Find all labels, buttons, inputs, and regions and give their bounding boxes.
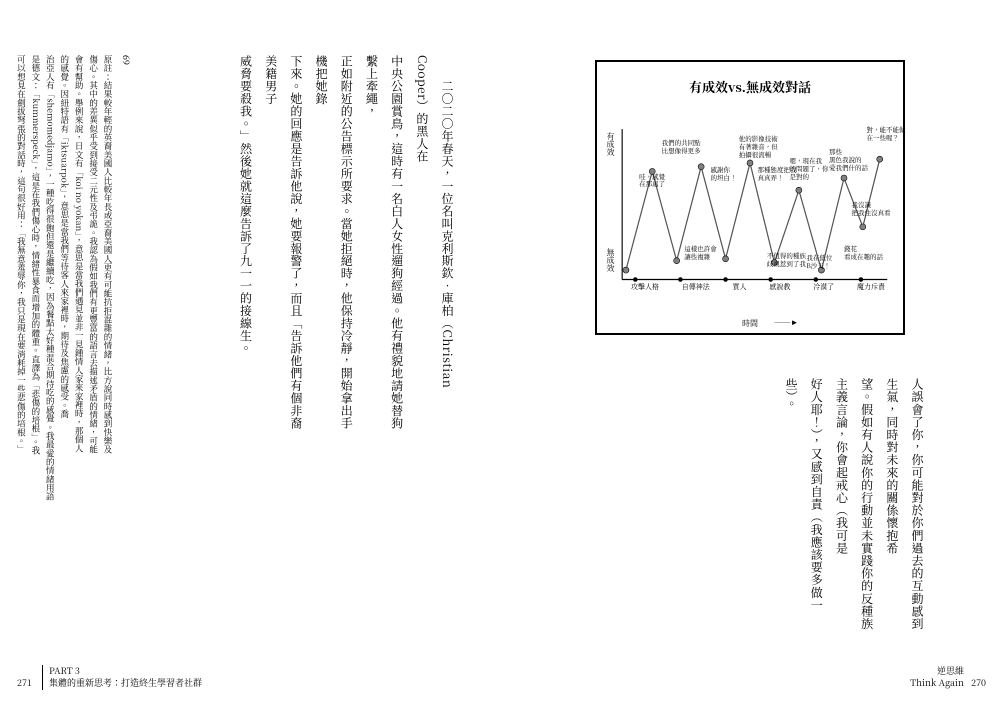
page-spread: 二○二○年春天，一位名叫克利斯欽．庫柏（Christian Cooper）的黑人… — [0, 0, 1000, 710]
body-line: 望。假如有人說你的行動並未實踐你的反種族主義言論，你會起戒心（我可是 — [829, 378, 879, 638]
chart-point — [623, 267, 629, 273]
chart-point — [698, 164, 704, 170]
x-tick-label: 魔力斥責 — [857, 282, 885, 292]
x-tick-label: 自傳神法 — [682, 282, 710, 292]
y-label-high: 有成效 — [605, 132, 616, 156]
footer-subtitle: 集體的重新思考：打造終生學習者社群 — [49, 677, 202, 690]
chart-annotation: 對，能不能做在一些喔？ — [867, 126, 906, 142]
chart-annotation: 我們的共同點比想像得更多 — [662, 139, 701, 155]
footnote-line: 的感覺。因紐特語有「iktsuarpok」，意思是當我們等待客人來家裡時，期待及… — [57, 55, 71, 615]
left-body-text: 二○二○年春天，一位名叫克利斯欽．庫柏（Christian Cooper）的黑人… — [130, 55, 460, 435]
chart-annotation: 我在低位B沙天！ — [806, 254, 832, 270]
chart-annotation: 錢花看成在趣的話 — [844, 245, 883, 261]
chart-container: 有成效vs.無成效對話 有成效 無成效 哇，感覺在那處了 我們的共同點比想像得更多… — [595, 60, 905, 335]
x-tick-labels: 攻擊人格 自傳神法 質人 感說教 冷漠了 魔力斥責 — [631, 282, 885, 292]
right-body-text: 人誤會了你，你可能對於你們過去的互動感到生氣，同時對未來的關係懷抱希 望。假如有… — [779, 378, 930, 638]
x-tick-label: 質人 — [733, 282, 747, 292]
x-tick-label: 感說教 — [769, 282, 790, 292]
footer-right: 逆思維 Think Again 270 — [910, 665, 964, 690]
footnote-line: 會有幫助。舉例來說，日文有「koi no yokan」，意思是當我們遇見並非一見… — [72, 55, 86, 615]
y-label-low: 無成效 — [605, 248, 616, 272]
chart-point — [796, 187, 802, 193]
chart-annotation: 那些黑色我說的愛我們什的話 — [829, 148, 868, 171]
x-tick-label: 冷漠了 — [813, 282, 834, 292]
body-line: 正如附近的公告標示所要求。當她拒絕時，他保持冷靜，開始拿出手機把她錄 — [309, 55, 359, 435]
chart-point — [860, 224, 866, 230]
footer-subtitle: Think Again — [910, 677, 964, 690]
chart-title: 有成效vs.無成效對話 — [609, 77, 891, 96]
footer-left: PART 3 集體的重新思考：打造終生學習者社群 271 — [42, 665, 202, 690]
page-number: 270 — [971, 677, 986, 690]
body-line: 威脅要殺我。」然後她就這麼告訴了九一一的接線生。 — [233, 55, 258, 435]
chart-point — [723, 256, 729, 262]
footnote-line: 可以想見在劍拔弩張的對話時，這句很好用：「我無意羞辱你，我只是現在要消耗掉一些悲… — [14, 55, 28, 615]
footnote-number: 69 — [120, 55, 133, 65]
chart-point — [877, 156, 883, 162]
body-line: 好人耶！），又感到自責（我應該要多做一些）。 — [779, 378, 829, 638]
chart-point — [841, 175, 847, 181]
chart-annotation: 嗯，現在我的問題了，你是對的 — [789, 157, 828, 180]
left-page: 二○二○年春天，一位名叫克利斯欽．庫柏（Christian Cooper）的黑人… — [0, 0, 500, 710]
footnote-text: 原註：結果較年輕的英裔美國人比較年長或亞裔美國人更有可能抗拒混雜的情緒，比方說同… — [45, 55, 115, 615]
footnote-line: 治亞人有「shemomedjamo」，一種吃得很飽但還是繼續吃，因為餐點太好種混… — [43, 55, 57, 615]
chart-annotation: 感謝你的坦白！ — [711, 166, 737, 182]
footnote-line: 傷心。其中的差異似乎受到接受二元性及弔詭。我認為假如我們有更豐富的語言去描述矛盾… — [86, 55, 100, 615]
chart-area: 有成效 無成效 哇，感覺在那處了我們的共同點比想像得更多這樣也許會讓些複雜感謝你… — [609, 104, 891, 314]
footnote-line: 原註：結果較年輕的英裔美國人比較年長或亞裔美國人更有可能抗拒混雜的情緒，比方說同… — [101, 55, 115, 615]
body-line: 中央公園賞鳥，這時有一名白人女性遛狗經過。他有禮貌地請她替狗繫上牽繩， — [359, 55, 409, 435]
chart-point — [747, 160, 753, 166]
body-line: 二○二○年春天，一位名叫克利斯欽．庫柏（Christian Cooper）的黑人… — [410, 55, 460, 435]
body-line: 人誤會了你，你可能對於你們過去的互動感到生氣，同時對未來的關係懷抱希 — [880, 378, 930, 638]
page-number: 271 — [17, 677, 32, 690]
x-tick-label: 攻擊人格 — [631, 282, 659, 292]
x-label: 時間 — [742, 318, 758, 329]
x-arrow-icon: ──► — [774, 317, 798, 328]
chart-annotation: 不值得的種族歧視惹到了我 — [767, 252, 806, 268]
footnote-line: 是德文：「kummerspeck」，這是在我們傷心時，情緒性暴食而增加的體重。直… — [28, 55, 42, 615]
chart-annotation: 他的影像技術有著雜音，但拍攝很流暢 — [739, 135, 778, 158]
chart-annotation: 我沒識把我住沒真看 — [852, 201, 891, 217]
body-line: 下來。她的回應是告訴他說，她要報警了，而且「告訴他們有個非裔美籍男子 — [259, 55, 309, 435]
right-page: 有成效vs.無成效對話 有成效 無成效 哇，感覺在那處了 我們的共同點比想像得更多… — [500, 0, 1000, 710]
chart-annotation: 這樣也許會讓些複雜 — [684, 245, 717, 261]
chart-point — [674, 258, 680, 264]
chart-annotation: 哇，感覺在那處了 — [639, 173, 665, 189]
